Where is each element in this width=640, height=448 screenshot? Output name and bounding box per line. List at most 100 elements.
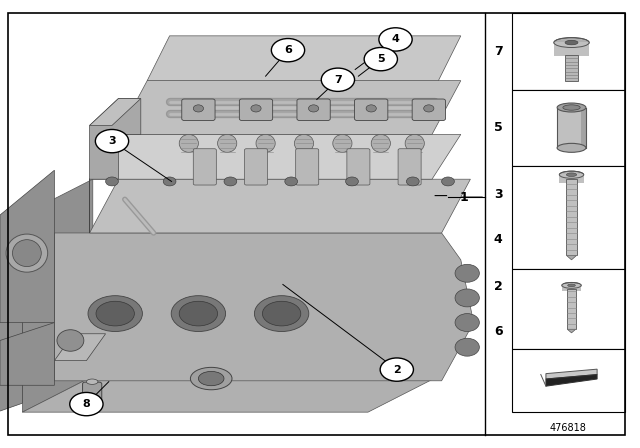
FancyBboxPatch shape <box>562 284 581 291</box>
Text: 1: 1 <box>450 182 459 195</box>
Text: 4: 4 <box>493 233 502 246</box>
Circle shape <box>285 177 298 186</box>
Polygon shape <box>90 99 141 233</box>
Polygon shape <box>566 255 577 260</box>
Circle shape <box>70 392 103 416</box>
Ellipse shape <box>262 302 301 326</box>
Circle shape <box>364 47 397 71</box>
Bar <box>512 166 625 269</box>
Ellipse shape <box>566 173 577 177</box>
FancyBboxPatch shape <box>559 174 584 183</box>
Circle shape <box>321 68 355 91</box>
Polygon shape <box>22 376 438 412</box>
Polygon shape <box>90 179 470 233</box>
Polygon shape <box>90 99 141 125</box>
FancyBboxPatch shape <box>412 99 445 121</box>
Polygon shape <box>22 179 93 412</box>
Circle shape <box>106 177 118 186</box>
FancyBboxPatch shape <box>355 99 388 121</box>
Circle shape <box>308 105 319 112</box>
Ellipse shape <box>172 296 226 332</box>
Polygon shape <box>90 134 461 179</box>
Ellipse shape <box>255 296 309 332</box>
Circle shape <box>224 177 237 186</box>
Ellipse shape <box>191 367 232 390</box>
Ellipse shape <box>88 296 142 332</box>
Circle shape <box>442 177 454 186</box>
Ellipse shape <box>96 302 134 326</box>
Polygon shape <box>0 323 54 385</box>
Polygon shape <box>54 233 474 381</box>
FancyBboxPatch shape <box>557 108 586 148</box>
Ellipse shape <box>179 302 218 326</box>
Polygon shape <box>568 329 576 333</box>
FancyBboxPatch shape <box>347 149 370 185</box>
Ellipse shape <box>455 289 479 307</box>
Text: 4: 4 <box>392 34 399 44</box>
Text: 7: 7 <box>334 75 342 85</box>
Circle shape <box>406 177 419 186</box>
Circle shape <box>366 105 376 112</box>
Ellipse shape <box>559 171 584 178</box>
Bar <box>512 90 625 166</box>
Ellipse shape <box>557 143 586 152</box>
FancyBboxPatch shape <box>566 179 577 255</box>
FancyBboxPatch shape <box>581 108 586 148</box>
Ellipse shape <box>455 338 479 356</box>
FancyBboxPatch shape <box>244 149 268 185</box>
Text: 6: 6 <box>494 325 502 338</box>
Text: —: — <box>434 192 445 202</box>
Ellipse shape <box>405 134 424 152</box>
Circle shape <box>95 129 129 153</box>
FancyBboxPatch shape <box>193 149 216 185</box>
Ellipse shape <box>179 134 198 152</box>
Ellipse shape <box>218 134 237 152</box>
Text: 5: 5 <box>493 121 502 134</box>
Polygon shape <box>0 170 54 323</box>
Bar <box>8 13 485 435</box>
Ellipse shape <box>86 379 98 384</box>
Circle shape <box>380 358 413 381</box>
Polygon shape <box>93 323 470 376</box>
Text: 6: 6 <box>284 45 292 55</box>
FancyBboxPatch shape <box>297 99 330 121</box>
Ellipse shape <box>563 105 580 110</box>
Ellipse shape <box>455 314 479 332</box>
FancyBboxPatch shape <box>554 42 589 56</box>
Ellipse shape <box>568 284 575 287</box>
FancyBboxPatch shape <box>239 99 273 121</box>
Ellipse shape <box>333 134 352 152</box>
Text: 2: 2 <box>493 280 502 293</box>
Ellipse shape <box>198 371 224 386</box>
Circle shape <box>251 105 261 112</box>
FancyBboxPatch shape <box>568 289 576 329</box>
Ellipse shape <box>256 134 275 152</box>
Circle shape <box>271 39 305 62</box>
Circle shape <box>424 105 434 112</box>
Bar <box>512 269 625 349</box>
Polygon shape <box>0 314 22 412</box>
Polygon shape <box>54 334 106 361</box>
Ellipse shape <box>6 234 48 272</box>
Polygon shape <box>546 375 597 386</box>
Ellipse shape <box>57 330 84 351</box>
Text: 3: 3 <box>108 136 116 146</box>
Circle shape <box>379 28 412 51</box>
Ellipse shape <box>557 103 586 112</box>
Text: 1: 1 <box>460 190 468 204</box>
Ellipse shape <box>565 40 578 45</box>
Ellipse shape <box>371 134 390 152</box>
Ellipse shape <box>554 38 589 47</box>
FancyBboxPatch shape <box>182 99 215 121</box>
Bar <box>512 13 625 90</box>
Circle shape <box>193 105 204 112</box>
Ellipse shape <box>562 283 581 289</box>
Text: 5: 5 <box>377 54 385 64</box>
Text: 7: 7 <box>493 45 502 58</box>
Circle shape <box>346 177 358 186</box>
Polygon shape <box>118 81 461 134</box>
Polygon shape <box>546 369 597 379</box>
Text: 476818: 476818 <box>550 423 587 433</box>
Ellipse shape <box>13 240 41 267</box>
Circle shape <box>163 177 176 186</box>
